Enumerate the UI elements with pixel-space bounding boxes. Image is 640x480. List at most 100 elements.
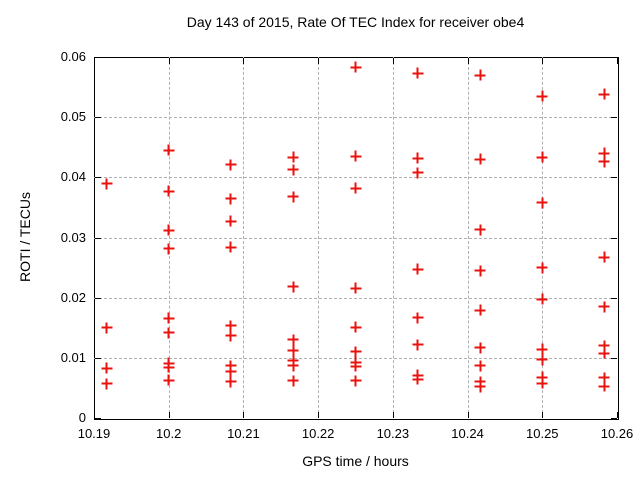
x-axis-label: GPS time / hours: [302, 453, 409, 469]
data-point: [536, 90, 548, 102]
tick-mark-bottom: [243, 412, 245, 418]
data-point: [474, 381, 486, 393]
data-point: [287, 281, 299, 293]
data-point: [412, 263, 423, 275]
data-point: [225, 159, 237, 171]
tick-mark-left: [95, 297, 101, 299]
data-point: [412, 152, 423, 164]
data-point: [101, 178, 113, 190]
data-point: [163, 312, 175, 324]
tick-mark-top: [168, 58, 170, 64]
tick-mark-right: [611, 357, 617, 359]
tick-mark-top: [243, 58, 245, 64]
data-point: [225, 330, 237, 342]
y-tick-label: 0.02: [60, 289, 86, 305]
tick-mark-top: [318, 58, 320, 64]
x-tick-label: 10.22: [301, 426, 335, 441]
data-point: [225, 320, 237, 332]
tick-mark-bottom: [542, 412, 544, 418]
y-tick-label: 0.04: [60, 169, 86, 185]
gridline-y: [94, 117, 617, 119]
data-point: [225, 215, 237, 227]
data-point: [474, 304, 486, 316]
data-point: [536, 151, 548, 163]
data-point: [350, 346, 361, 358]
tick-mark-bottom: [94, 412, 95, 418]
data-point: [287, 334, 299, 346]
tick-mark-bottom: [467, 412, 469, 418]
data-point: [225, 376, 237, 388]
data-point: [101, 362, 113, 374]
data-point: [536, 371, 548, 383]
data-point: [412, 339, 423, 351]
tick-mark-left: [95, 177, 101, 179]
data-point: [350, 150, 361, 162]
data-point: [474, 342, 486, 354]
data-point: [225, 241, 237, 253]
data-point: [350, 61, 361, 73]
tick-mark-right: [611, 57, 617, 58]
data-point: [350, 182, 361, 194]
gridline-y: [94, 297, 617, 299]
data-point: [163, 374, 175, 386]
data-point: [598, 88, 610, 100]
data-point: [598, 147, 610, 159]
data-point: [536, 293, 548, 305]
x-tick-label: 10.25: [526, 426, 559, 441]
x-tick-label: 10.2: [156, 426, 182, 441]
data-point: [536, 262, 548, 274]
data-point: [474, 69, 486, 81]
x-tick-label: 10.23: [376, 426, 410, 441]
data-point: [163, 185, 175, 197]
data-point: [474, 153, 486, 165]
data-point: [163, 361, 175, 373]
tick-mark-left: [95, 117, 101, 119]
gridline-y: [94, 237, 617, 239]
data-point: [412, 67, 423, 79]
data-point: [163, 327, 175, 339]
data-point: [598, 156, 610, 168]
tick-mark-left: [95, 57, 101, 58]
tick-mark-bottom: [392, 412, 394, 418]
tick-mark-left: [95, 418, 101, 419]
tick-mark-top: [542, 58, 544, 64]
y-tick-label: 0: [78, 410, 86, 425]
data-point: [225, 365, 237, 377]
data-point: [536, 354, 548, 366]
y-tick-label: 0.05: [60, 109, 86, 125]
data-point: [350, 321, 361, 333]
tick-mark-right: [611, 237, 617, 239]
data-point: [536, 343, 548, 355]
data-point: [350, 375, 361, 387]
data-point: [287, 344, 299, 356]
data-point: [287, 151, 299, 163]
y-tick-label: 0.01: [60, 349, 86, 365]
tick-mark-top: [392, 58, 394, 64]
data-point: [536, 197, 548, 209]
tick-mark-top: [94, 58, 95, 64]
data-point: [598, 251, 610, 263]
tick-mark-top: [467, 58, 469, 64]
tick-mark-bottom: [318, 412, 320, 418]
x-tick-label: 10.26: [600, 426, 634, 441]
tick-mark-left: [95, 357, 101, 359]
x-tick-label: 10.24: [451, 426, 484, 441]
x-tick-label: 10.21: [227, 426, 260, 441]
data-point: [287, 191, 299, 203]
data-point: [598, 347, 610, 359]
data-point: [287, 360, 299, 372]
y-tick-label: 0.03: [60, 229, 86, 245]
data-point: [350, 282, 361, 294]
data-point: [474, 265, 486, 277]
data-point: [287, 164, 299, 175]
tick-mark-right: [611, 418, 617, 419]
data-point: [598, 380, 610, 392]
data-point: [163, 144, 175, 156]
tick-mark-right: [611, 177, 617, 179]
data-point: [598, 372, 610, 384]
data-point: [598, 301, 610, 313]
data-point: [474, 360, 486, 372]
data-point: [598, 340, 610, 352]
x-tick-label: 10.19: [77, 426, 111, 441]
